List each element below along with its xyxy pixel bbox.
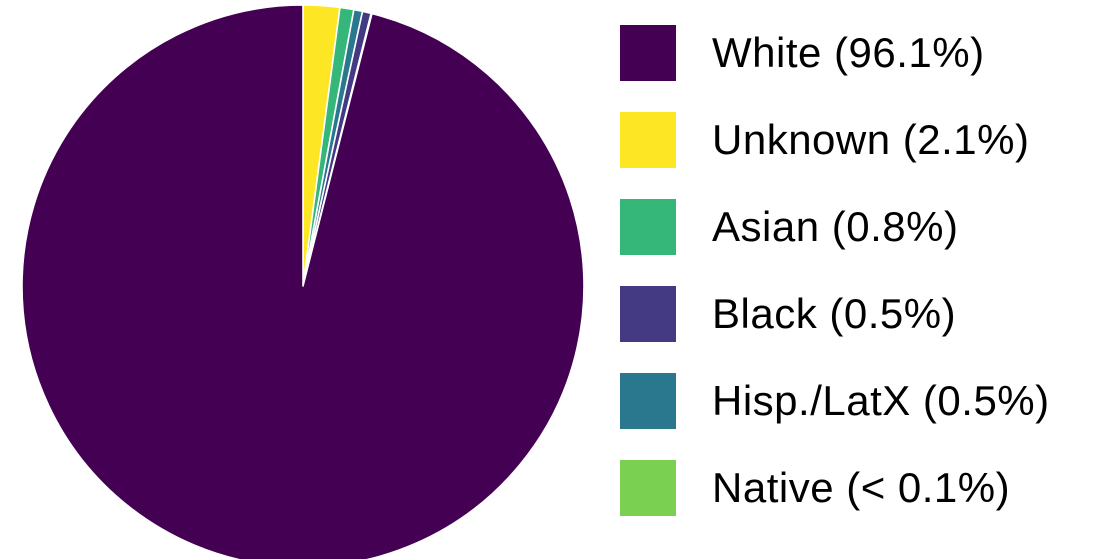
legend-swatch [620, 372, 676, 429]
pie-slice-white [21, 4, 585, 559]
legend-label: White (96.1%) [712, 28, 985, 76]
legend-label: Unknown (2.1%) [712, 115, 1030, 163]
legend-swatch [620, 24, 676, 81]
legend-label: Native (< 0.1%) [712, 463, 1011, 511]
legend-item: Hisp./LatX (0.5%) [620, 372, 1100, 429]
legend-label: Hisp./LatX (0.5%) [712, 376, 1050, 424]
legend-item: Unknown (2.1%) [620, 111, 1100, 168]
legend-item: Black (0.5%) [620, 285, 1100, 342]
chart-legend: White (96.1%) Unknown (2.1%) Asian (0.8%) B… [620, 24, 1100, 546]
pie-chart-plot [21, 4, 585, 559]
legend-item: White (96.1%) [620, 24, 1100, 81]
legend-swatch [620, 198, 676, 255]
legend-label: Asian (0.8%) [712, 202, 959, 250]
legend-item: Native (< 0.1%) [620, 459, 1100, 516]
legend-swatch [620, 459, 676, 516]
legend-swatch [620, 285, 676, 342]
legend-label: Black (0.5%) [712, 289, 957, 337]
legend-swatch [620, 111, 676, 168]
legend-item: Asian (0.8%) [620, 198, 1100, 255]
